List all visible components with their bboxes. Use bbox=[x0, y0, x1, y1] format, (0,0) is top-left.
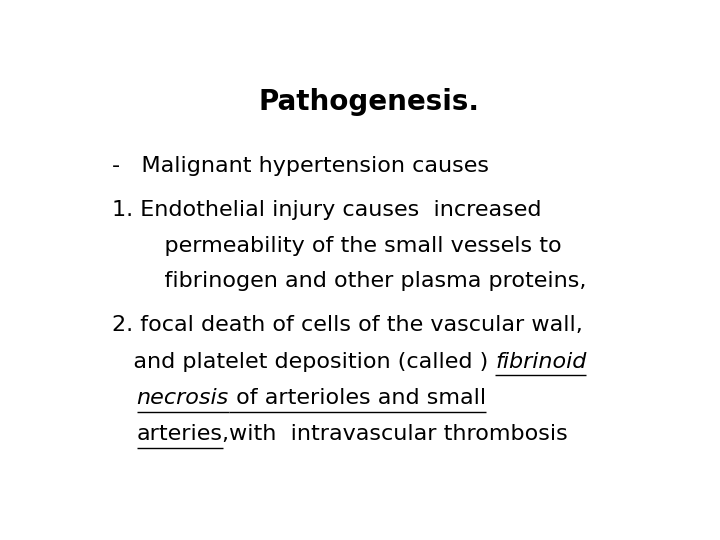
Text: fibrinogen and other plasma proteins,: fibrinogen and other plasma proteins, bbox=[137, 271, 587, 291]
Text: -   Malignant hypertension causes: - Malignant hypertension causes bbox=[112, 156, 489, 176]
Text: arteries: arteries bbox=[137, 424, 222, 444]
Text: necrosis: necrosis bbox=[137, 388, 229, 408]
Text: of arterioles and small: of arterioles and small bbox=[229, 388, 486, 408]
Text: 2. focal death of cells of the vascular wall,: 2. focal death of cells of the vascular … bbox=[112, 315, 582, 335]
Text: Pathogenesis.: Pathogenesis. bbox=[258, 87, 480, 116]
Text: 1. Endothelial injury causes  increased: 1. Endothelial injury causes increased bbox=[112, 200, 541, 220]
Text: ,with  intravascular thrombosis: ,with intravascular thrombosis bbox=[222, 424, 568, 444]
Text: permeability of the small vessels to: permeability of the small vessels to bbox=[137, 236, 562, 256]
Text: and platelet deposition (called ): and platelet deposition (called ) bbox=[112, 352, 495, 372]
Text: fibrinoid: fibrinoid bbox=[495, 352, 587, 372]
